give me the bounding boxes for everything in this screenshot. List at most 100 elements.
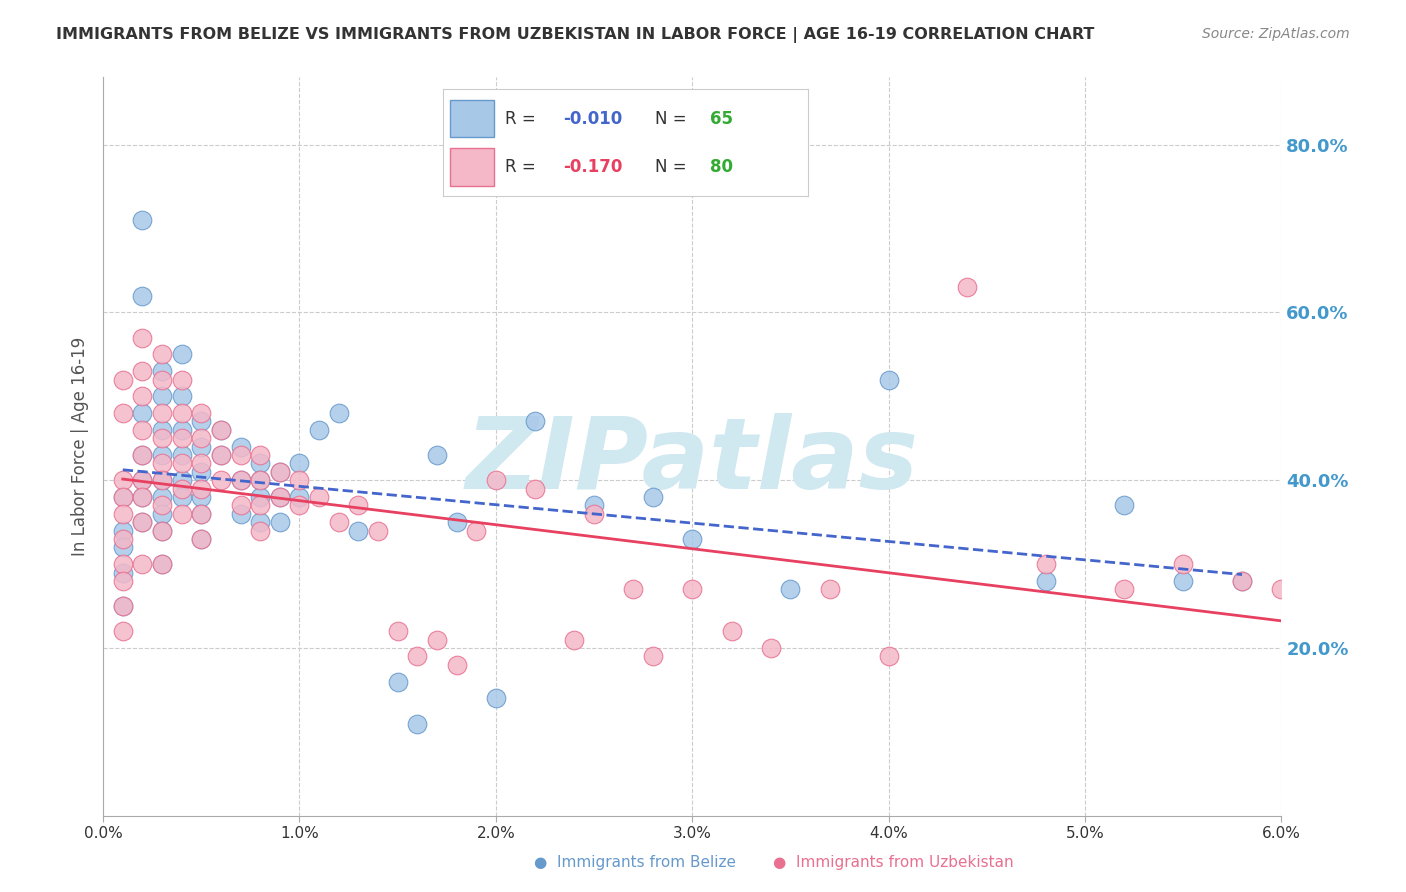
- Point: [249, 490, 271, 504]
- Text: 80: 80: [710, 159, 733, 177]
- Point: [877, 649, 900, 664]
- Point: [269, 465, 291, 479]
- Point: [877, 372, 900, 386]
- Point: [681, 532, 703, 546]
- Point: [759, 641, 782, 656]
- Point: [229, 499, 252, 513]
- Point: [111, 490, 134, 504]
- Point: [190, 532, 212, 546]
- Text: R =: R =: [505, 159, 541, 177]
- Point: [621, 582, 644, 597]
- Point: [249, 448, 271, 462]
- Point: [1035, 574, 1057, 588]
- Point: [720, 624, 742, 639]
- Point: [249, 524, 271, 538]
- Point: [190, 415, 212, 429]
- Point: [288, 490, 311, 504]
- Point: [111, 574, 134, 588]
- Point: [209, 448, 232, 462]
- Point: [150, 507, 173, 521]
- Point: [190, 482, 212, 496]
- Point: [150, 473, 173, 487]
- Point: [641, 649, 664, 664]
- Point: [564, 632, 586, 647]
- Point: [131, 557, 153, 571]
- Point: [190, 431, 212, 445]
- Point: [347, 499, 370, 513]
- Point: [367, 524, 389, 538]
- Text: Source: ZipAtlas.com: Source: ZipAtlas.com: [1202, 27, 1350, 41]
- Point: [328, 515, 350, 529]
- Point: [131, 423, 153, 437]
- Point: [209, 448, 232, 462]
- Point: [150, 457, 173, 471]
- Point: [190, 465, 212, 479]
- Point: [249, 473, 271, 487]
- Point: [111, 490, 134, 504]
- Point: [229, 507, 252, 521]
- Point: [111, 524, 134, 538]
- Point: [111, 557, 134, 571]
- Point: [269, 465, 291, 479]
- Point: [426, 448, 449, 462]
- Point: [1114, 499, 1136, 513]
- Point: [111, 599, 134, 613]
- Point: [1270, 582, 1292, 597]
- Point: [150, 524, 173, 538]
- Text: IMMIGRANTS FROM BELIZE VS IMMIGRANTS FROM UZBEKISTAN IN LABOR FORCE | AGE 16-19 : IMMIGRANTS FROM BELIZE VS IMMIGRANTS FRO…: [56, 27, 1095, 43]
- Point: [956, 280, 979, 294]
- Point: [131, 288, 153, 302]
- Point: [190, 457, 212, 471]
- Point: [190, 440, 212, 454]
- Point: [229, 473, 252, 487]
- Point: [170, 457, 193, 471]
- Point: [150, 499, 173, 513]
- Point: [485, 691, 508, 706]
- Point: [170, 448, 193, 462]
- Text: N =: N =: [655, 159, 692, 177]
- Point: [131, 490, 153, 504]
- Point: [190, 406, 212, 420]
- Point: [328, 406, 350, 420]
- Point: [288, 499, 311, 513]
- Point: [1035, 557, 1057, 571]
- Point: [170, 372, 193, 386]
- Text: ●  Immigrants from Belize: ● Immigrants from Belize: [534, 855, 737, 870]
- Point: [170, 473, 193, 487]
- Point: [170, 423, 193, 437]
- Point: [446, 515, 468, 529]
- Point: [150, 490, 173, 504]
- Point: [347, 524, 370, 538]
- Point: [170, 389, 193, 403]
- Text: -0.010: -0.010: [564, 111, 623, 128]
- Point: [387, 624, 409, 639]
- Point: [131, 515, 153, 529]
- Point: [229, 473, 252, 487]
- Point: [269, 515, 291, 529]
- Point: [131, 406, 153, 420]
- Point: [1230, 574, 1253, 588]
- Point: [131, 473, 153, 487]
- Point: [170, 431, 193, 445]
- Point: [209, 423, 232, 437]
- Point: [131, 448, 153, 462]
- Point: [387, 674, 409, 689]
- Point: [249, 515, 271, 529]
- Point: [681, 582, 703, 597]
- Point: [111, 372, 134, 386]
- Bar: [450, 100, 494, 137]
- Point: [406, 649, 429, 664]
- Point: [288, 473, 311, 487]
- Point: [111, 541, 134, 555]
- Point: [641, 490, 664, 504]
- Point: [465, 524, 488, 538]
- Point: [269, 490, 291, 504]
- Point: [111, 507, 134, 521]
- Text: -0.170: -0.170: [564, 159, 623, 177]
- Point: [131, 213, 153, 227]
- Bar: [450, 148, 494, 186]
- Point: [150, 431, 173, 445]
- Point: [131, 364, 153, 378]
- Point: [249, 457, 271, 471]
- Point: [249, 473, 271, 487]
